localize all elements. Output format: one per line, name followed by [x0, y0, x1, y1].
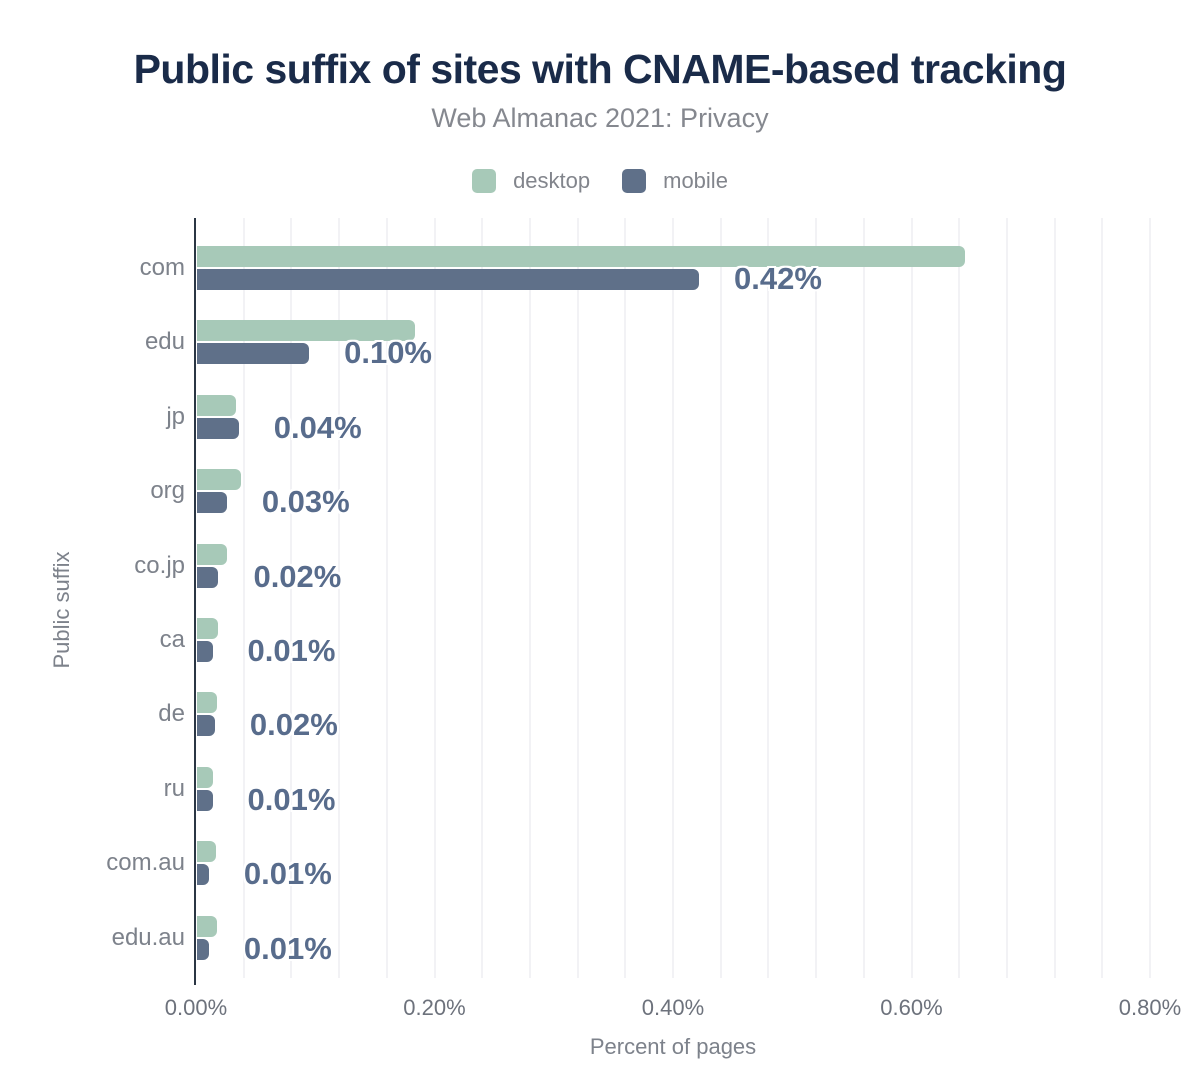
data-label-edu.au: 0.01% [243, 930, 332, 966]
bar-desktop-ru[interactable] [197, 766, 213, 788]
x-tick-label-0.00%: 0.00% [164, 995, 228, 1020]
bar-desktop-com[interactable] [197, 246, 965, 267]
bar-desktop-de[interactable] [197, 692, 218, 714]
bar-mobile-ca[interactable] [197, 641, 213, 662]
legend-label-desktop: desktop [513, 168, 591, 193]
plot-area: 0.42% 0.10% 0.04% 0.03% 0.02% 0.01% 0.02% 0.01%… [196, 218, 1151, 985]
gridline [1053, 218, 1056, 978]
x-axis-title: Percent of pages [589, 1034, 757, 1059]
data-label-de: 0.02% [249, 707, 338, 743]
y-tick-label-co.jp: co.jp [134, 551, 185, 579]
gridline [815, 218, 818, 978]
y-tick-label-com: com [139, 254, 185, 281]
chart-subtitle: Web Almanac 2021: Privacy [431, 103, 769, 133]
gridline [385, 218, 388, 978]
y-tick-label-de: de [158, 700, 185, 728]
gridline [576, 218, 579, 978]
bar-mobile-de[interactable] [197, 715, 215, 737]
gridline [862, 218, 865, 978]
data-label-com: 0.42% [734, 261, 822, 296]
gridline [1101, 218, 1104, 978]
bar-mobile-com[interactable] [197, 269, 700, 290]
gridline [672, 218, 674, 978]
bar-desktop-co.jp[interactable] [197, 543, 227, 565]
data-label-edu: 0.10% [344, 335, 432, 371]
legend-item-mobile[interactable]: mobile [622, 168, 728, 194]
chart-title: Public suffix of sites with CNAME-based … [133, 46, 1067, 92]
bar-mobile-com.au[interactable] [197, 864, 209, 886]
bar-desktop-org[interactable] [197, 469, 242, 491]
data-label-ca: 0.01% [247, 633, 336, 668]
y-axis-line [194, 218, 196, 985]
y-tick-label-ru: ru [163, 774, 185, 802]
gridline [481, 218, 484, 978]
gridline [719, 218, 722, 978]
data-label-com.au: 0.01% [243, 856, 332, 892]
gridline [767, 218, 770, 978]
bar-mobile-jp[interactable] [197, 417, 239, 439]
gridline [290, 218, 293, 978]
gridline [1005, 218, 1008, 978]
data-label-org: 0.03% [261, 484, 350, 520]
legend-item-desktop[interactable]: desktop [472, 168, 590, 194]
x-tick-label-0.80%: 0.80% [1118, 995, 1182, 1020]
data-label-ru: 0.01% [247, 781, 336, 817]
bar-mobile-edu[interactable] [197, 343, 310, 365]
bar-mobile-org[interactable] [197, 492, 227, 514]
bar-desktop-com.au[interactable] [197, 841, 217, 863]
y-tick-label-org: org [150, 477, 185, 505]
gridline [433, 218, 436, 978]
gridline [242, 218, 245, 978]
gridline [338, 218, 341, 978]
bar-mobile-edu.au[interactable] [197, 938, 209, 960]
gridline [1149, 218, 1151, 978]
legend: desktop mobile [0, 168, 1200, 194]
y-tick-label-com.au: com.au [106, 849, 185, 877]
x-tick-label-0.60%: 0.60% [880, 995, 943, 1020]
y-tick-label-ca: ca [159, 626, 185, 653]
bar-mobile-co.jp[interactable] [197, 566, 219, 588]
bar-desktop-ca[interactable] [197, 618, 219, 639]
y-tick-label-edu.au: edu.au [111, 923, 185, 951]
y-tick-label-jp: jp [166, 402, 185, 430]
bar-desktop-edu.au[interactable] [197, 915, 218, 937]
y-tick-label-edu: edu [144, 328, 185, 356]
bar-desktop-edu[interactable] [197, 320, 416, 342]
bar-desktop-jp[interactable] [197, 394, 237, 416]
x-tick-label-0.20%: 0.20% [403, 995, 466, 1020]
y-axis-title: Public suffix [49, 551, 74, 669]
gridline [624, 218, 627, 978]
data-label-co.jp: 0.02% [253, 558, 342, 594]
gridline [910, 218, 913, 978]
mobile-legend-swatch-icon [622, 169, 647, 193]
desktop-legend-swatch-icon [472, 169, 497, 193]
legend-label-mobile: mobile [663, 168, 728, 193]
data-label-jp: 0.04% [273, 409, 362, 445]
gridline [528, 218, 531, 978]
x-tick-label-0.40%: 0.40% [641, 995, 705, 1020]
bar-mobile-ru[interactable] [197, 789, 213, 811]
gridline [958, 218, 961, 978]
